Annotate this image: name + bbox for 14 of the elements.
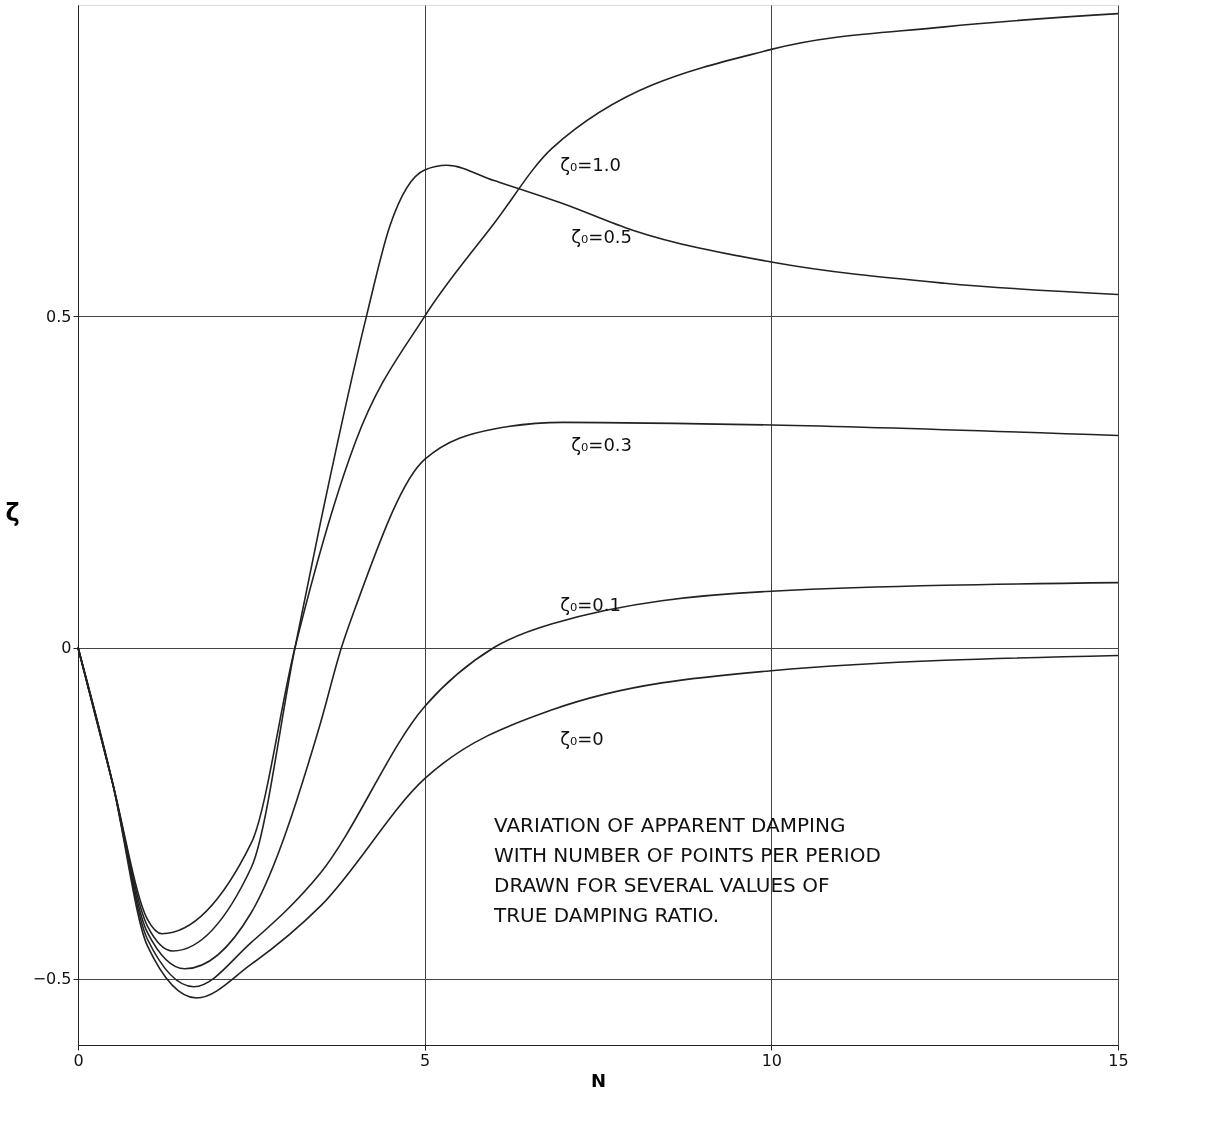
- y-tick-label: 0.5: [46, 306, 72, 326]
- x-tick-label: 10: [761, 1050, 783, 1070]
- x-tick-label: 15: [1108, 1050, 1129, 1070]
- series-label: ζ₀=1.0: [560, 154, 621, 176]
- series-label: ζ₀=0.5: [571, 225, 633, 247]
- y-tick-label: −0.5: [32, 969, 72, 989]
- series-label: ζ₀=0: [560, 727, 604, 749]
- series-label: ζ₀=0.1: [560, 593, 621, 615]
- annotation: TRUE DAMPING RATIO.: [493, 903, 720, 928]
- y-tick-label: 0: [61, 638, 72, 658]
- x-tick-label: 5: [420, 1050, 431, 1070]
- series-label: ζ₀=0.3: [571, 434, 633, 456]
- y-axis-title: ζ: [5, 498, 20, 527]
- x-axis-title: N: [590, 1069, 607, 1091]
